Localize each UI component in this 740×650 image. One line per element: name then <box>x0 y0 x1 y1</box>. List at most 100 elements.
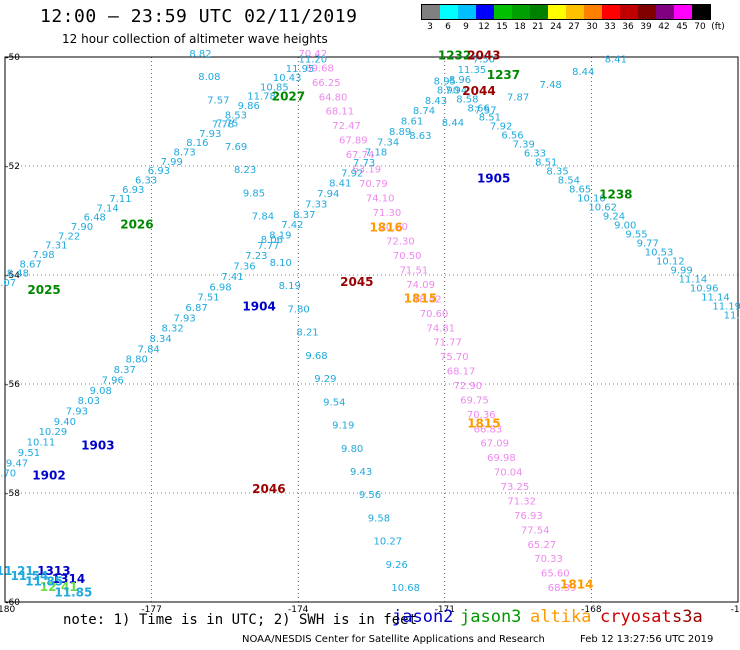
plot-frame <box>4 56 739 603</box>
swh-value-label: 7.84 <box>138 344 160 355</box>
y-tick-label: -60 <box>5 598 20 608</box>
swh-value-label: 68.39 <box>548 583 577 594</box>
swh-value-label: 7.90 <box>71 222 93 233</box>
swh-value-label: 8.35 <box>546 166 568 177</box>
swh-value-label: 6.48 <box>84 213 106 224</box>
y-tick-label: -52 <box>5 162 20 172</box>
swh-value-label: 9.43 <box>350 467 372 478</box>
swh-value-label: 8.82 <box>189 49 211 60</box>
swh-value-label: 9.19 <box>332 421 354 432</box>
swh-value-label: 9.00 <box>614 220 636 231</box>
swh-value-label: 70.60 <box>420 309 449 320</box>
swh-value-label: 74.81 <box>427 323 456 334</box>
swh-value-label: 8.61 <box>401 117 423 128</box>
x-tick-label: -174 <box>288 605 309 615</box>
swh-value-label: 6.93 <box>148 166 170 177</box>
y-tick-label: -50 <box>5 53 20 63</box>
grid-layer <box>4 56 739 603</box>
swh-value-label: 9.54 <box>323 397 345 408</box>
swh-value-label: 7.94 <box>317 189 339 200</box>
swh-value-label: 8.37 <box>293 210 315 221</box>
time-annotation: 1815 <box>404 291 437 305</box>
swh-value-label: 71.51 <box>400 266 429 277</box>
legend-label: 18 <box>514 22 526 32</box>
swh-value-label: 7.93 <box>199 129 221 140</box>
legend-label: 30 <box>586 22 598 32</box>
swh-value-label: 65.27 <box>528 540 557 551</box>
legend-label: 45 <box>676 22 688 32</box>
swh-value-label: 70.33 <box>534 554 563 565</box>
legend-swatch <box>692 5 710 19</box>
swh-value-label: 9.24 <box>603 211 625 222</box>
time-annotation: 1814 <box>560 577 593 591</box>
swh-value-label: 65.60 <box>541 569 570 580</box>
swh-value-label: 10.27 <box>374 537 403 548</box>
swh-value-label: 8.53 <box>225 110 247 121</box>
swh-value-label: 11.20 <box>299 54 328 65</box>
legend-label: 9 <box>463 22 469 32</box>
swh-value-label: 7.23 <box>245 251 267 262</box>
time-annotation: 2043 <box>467 49 500 63</box>
time-annotation: 11.54 <box>10 569 48 583</box>
swh-value-label: 9.70 <box>0 469 16 480</box>
time-annotation: 11.85 <box>54 586 92 600</box>
swh-value-label: 7.48 <box>540 80 562 91</box>
y-tick-label: -54 <box>5 271 20 281</box>
swh-value-label: 8.19 <box>269 230 291 241</box>
swh-value-label: 8.08 <box>198 72 220 83</box>
footer-note: note: 1) Time is in UTC; 2) SWH is in fe… <box>63 612 418 628</box>
swh-value-label: 7.93 <box>173 313 195 324</box>
swh-value-label: 7.96 <box>102 375 124 386</box>
swh-value-label: 9.40 <box>54 417 76 428</box>
x-tick-label: -168 <box>581 605 602 615</box>
swh-value-label: 9.99 <box>670 266 692 277</box>
swh-value-label: 7.92 <box>341 168 363 179</box>
swh-value-label: 7.57 <box>207 95 229 106</box>
swh-value-label: 8.95 <box>434 76 456 87</box>
swh-value-label: 8.58 <box>456 94 478 105</box>
swh-value-label: 9.77 <box>637 238 659 249</box>
swh-value-label: 76.93 <box>514 511 543 522</box>
swh-value-label: 70.04 <box>494 468 523 479</box>
swh-value-label: 7.31 <box>45 241 67 252</box>
swh-value-label: 9.68 <box>305 351 327 362</box>
swh-value-label: 68.11 <box>325 107 354 118</box>
swh-value-label: 9.56 <box>359 490 381 501</box>
swh-value-label: 8.48 <box>7 269 29 280</box>
swh-value-label: 11.27 <box>724 311 740 322</box>
swh-value-label: 74.10 <box>366 193 395 204</box>
swh-value-label: 70.50 <box>393 251 422 262</box>
legend-label: 15 <box>496 22 508 32</box>
time-annotation: 1237 <box>487 68 520 82</box>
swh-value-label: 68.17 <box>447 367 476 378</box>
legend-swatch <box>422 5 440 19</box>
time-annotation: 1902 <box>32 468 65 482</box>
swh-value-label: 10.29 <box>39 427 68 438</box>
swh-value-label: 72.30 <box>386 237 415 248</box>
swh-value-label: 72.47 <box>332 121 361 132</box>
swh-value-label: 66.83 <box>474 424 503 435</box>
legend-label: 3 <box>427 22 433 32</box>
legend-label: 70 <box>694 22 706 32</box>
y-tick-label: -58 <box>5 489 20 499</box>
time-annotation: 1904 <box>242 299 275 313</box>
swh-value-label: 7.14 <box>96 203 118 214</box>
swh-value-label: 7.93 <box>66 407 88 418</box>
swh-value-label: 9.55 <box>625 229 647 240</box>
swh-value-label: 7.07 <box>0 278 16 289</box>
swh-value-label: 8.03 <box>78 396 100 407</box>
swh-value-label: 7.69 <box>225 142 247 153</box>
legend-labels: 3 6 9 12 15 18 21 24 27 30 33 36 39 42 45 70 (ft) <box>421 20 725 34</box>
page-subtitle: 12 hour collection of altimeter wave hei… <box>62 32 328 46</box>
swh-value-label: 7.51 <box>197 293 219 304</box>
swh-value-label: 6.33 <box>524 148 546 159</box>
swh-value-label: 8.34 <box>150 334 172 345</box>
swh-value-label: 7.18 <box>365 148 387 159</box>
legend-swatch <box>494 5 512 19</box>
swh-value-label: 9.58 <box>368 513 390 524</box>
legend-label: 27 <box>568 22 580 32</box>
time-annotation: 2027 <box>272 90 305 104</box>
swh-value-label: 9.80 <box>341 444 363 455</box>
